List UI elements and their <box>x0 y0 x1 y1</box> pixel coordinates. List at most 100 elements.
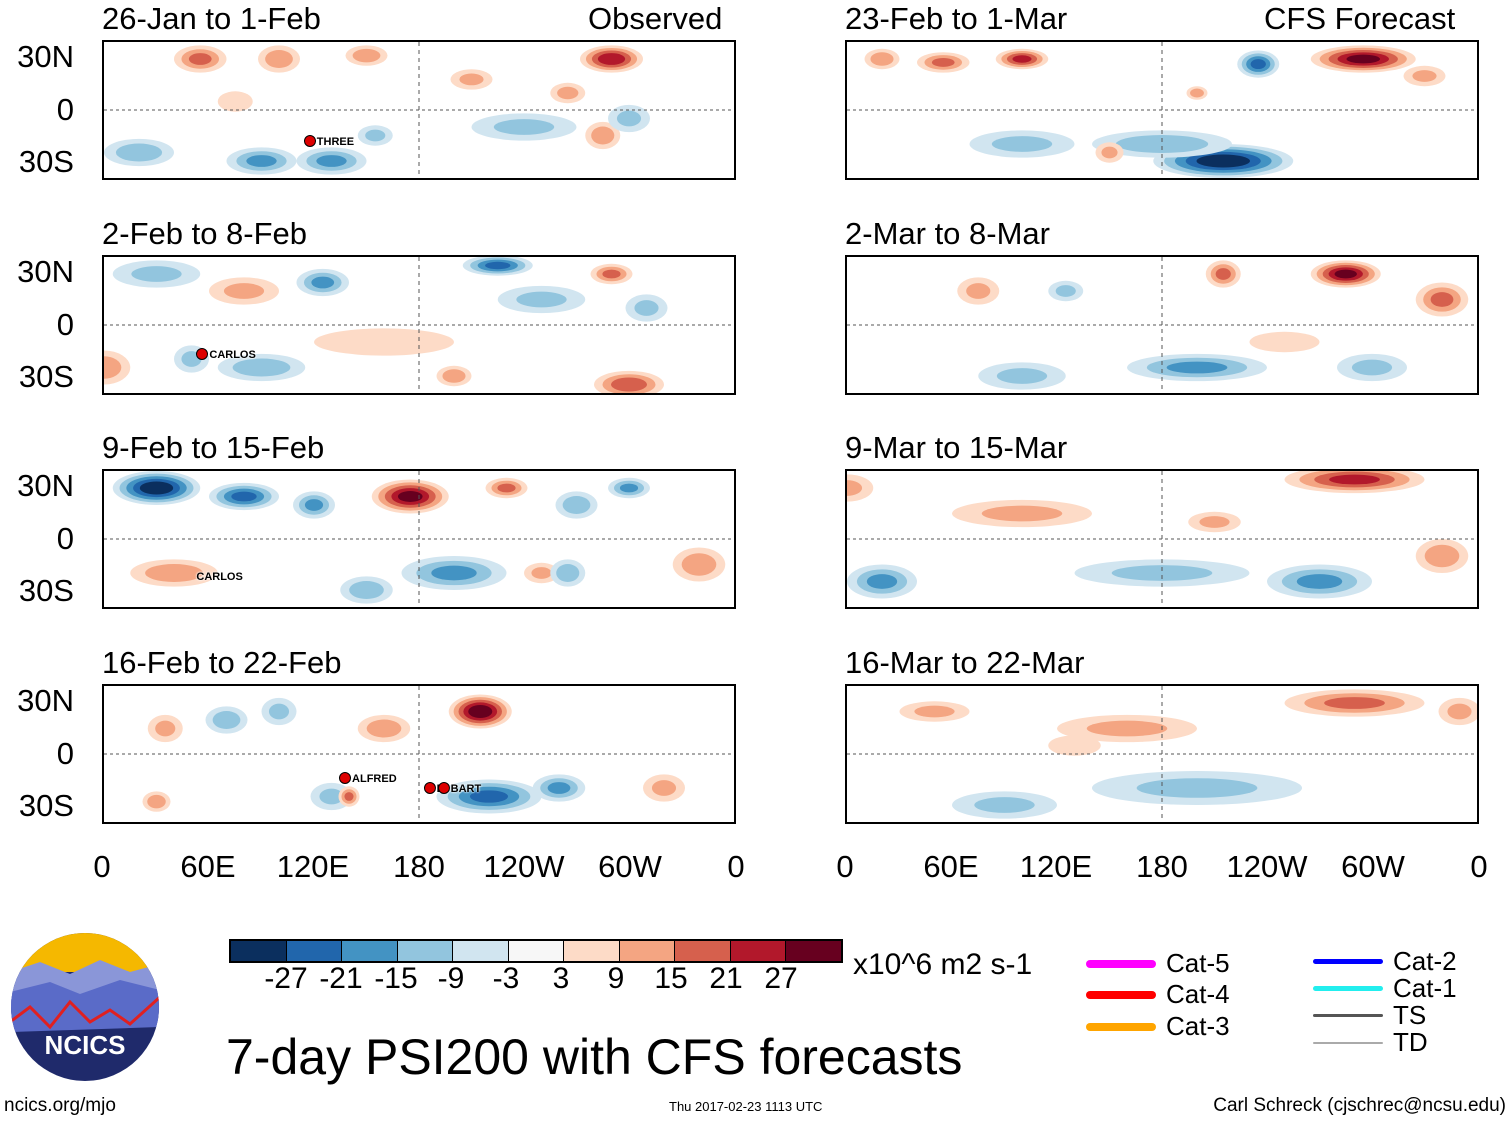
latitude-label: 0 <box>56 736 74 771</box>
colorbar-swatch <box>397 941 453 961</box>
longitude-label: 0 <box>93 849 111 884</box>
anomaly-contour <box>1430 292 1454 307</box>
anomaly-contour <box>616 110 642 127</box>
anomaly-contour <box>1424 544 1460 568</box>
colorbar-units: x10^6 m2 s-1 <box>853 948 1033 981</box>
panel-title: 9-Mar to 15-Mar <box>845 430 1068 465</box>
logo-text: NCICS <box>45 1030 126 1060</box>
anomaly-contour <box>1346 54 1381 64</box>
anomaly-contour <box>591 126 615 145</box>
colorbar-swatch <box>564 941 620 961</box>
anomaly-contour <box>212 711 241 729</box>
colorbar-swatch <box>453 941 509 961</box>
legend-label: Cat-3 <box>1166 1011 1230 1041</box>
cyclone-icon <box>303 134 316 147</box>
footer-timestamp: Thu 2017-02-23 1113 UTC <box>669 1099 823 1114</box>
anomaly-contour <box>319 788 344 805</box>
anomaly-contour <box>145 564 203 582</box>
anomaly-contour <box>188 53 212 65</box>
storm-name: CARLOS <box>196 570 243 583</box>
anomaly-contour <box>1296 574 1343 589</box>
anomaly-contour <box>1048 735 1101 756</box>
anomaly-contour <box>217 91 253 112</box>
anomaly-contour <box>1250 59 1266 70</box>
legend-line-icon <box>1086 990 1156 999</box>
anomaly-contour <box>602 269 621 279</box>
colorbar-tick-label: -27 <box>264 962 308 995</box>
anomaly-contour <box>914 705 955 718</box>
footer-url[interactable]: ncics.org/mjo <box>4 1095 116 1116</box>
anomaly-contour <box>1055 285 1076 297</box>
colorbar-swatch <box>508 941 564 961</box>
storm-name: BART <box>450 783 482 795</box>
storm-track-label: BART <box>437 782 482 795</box>
legend-item: Cat-2 <box>1313 946 1457 977</box>
longitude-label: 0 <box>1470 849 1488 884</box>
anomaly-contour <box>468 705 493 718</box>
anomaly-contour <box>996 368 1048 384</box>
latitude-label: 0 <box>56 92 74 127</box>
panel-title: 26-Jan to 1-Feb <box>102 1 321 36</box>
storm-name: CARLOS <box>209 348 256 361</box>
map-panel <box>102 469 736 609</box>
anomaly-contour <box>268 703 290 720</box>
anomaly-contour <box>1329 474 1380 485</box>
colorbar-tick-label: 3 <box>552 962 570 995</box>
panel-title: 9-Feb to 15-Feb <box>102 430 325 465</box>
colorbar-swatch <box>619 941 675 961</box>
anomaly-contour <box>547 782 571 794</box>
forecast-label: CFS Forecast <box>1264 1 1456 36</box>
anomaly-contour <box>139 481 174 495</box>
anomaly-contour <box>349 581 384 599</box>
legend-item: TD <box>1313 1027 1428 1058</box>
anomaly-contour <box>1351 359 1393 376</box>
anomaly-contour <box>870 52 894 66</box>
longitude-label: 0 <box>836 849 854 884</box>
anomaly-contour <box>246 155 277 167</box>
colorbar-swatch <box>231 941 287 961</box>
colorbar-tick-label: -3 <box>492 962 520 995</box>
latitude-label: 30S <box>18 788 74 823</box>
anomaly-contour <box>1012 55 1032 63</box>
storm-track-label: CARLOS <box>196 347 256 361</box>
panel-title: 16-Feb to 22-Feb <box>102 645 342 680</box>
legend-item: TS <box>1313 1000 1426 1031</box>
anomaly-contour <box>847 480 863 496</box>
anomaly-contour <box>1136 778 1258 798</box>
anomaly-contour <box>155 720 176 737</box>
longitude-label: 120E <box>276 849 350 884</box>
anomaly-contour <box>516 291 567 308</box>
colorbar-tick-label: -21 <box>319 962 363 995</box>
anomaly-contour <box>131 266 182 282</box>
longitude-label: 0 <box>727 849 745 884</box>
panel-title: 16-Mar to 22-Mar <box>845 645 1085 680</box>
latitude-label: 30N <box>17 468 74 503</box>
anomaly-contour <box>531 567 552 579</box>
anomaly-contour <box>344 792 354 801</box>
longitude-label: 180 <box>1136 849 1188 884</box>
anomaly-contour <box>634 300 659 316</box>
map-panel <box>102 40 736 180</box>
colorbar-swatch <box>342 941 398 961</box>
anomaly-contour <box>1324 697 1385 709</box>
anomaly-contour <box>442 369 466 383</box>
storm-name: ALFRED <box>352 772 397 785</box>
footer-author: Carl Schreck (cjschrec@ncsu.edu) <box>1213 1095 1506 1116</box>
anomaly-contour <box>304 499 324 511</box>
longitude-label: 60W <box>1341 849 1405 884</box>
colorbar-swatch <box>730 941 786 961</box>
colorbar-swatch <box>286 941 342 961</box>
legend-item: Cat-1 <box>1313 973 1457 1004</box>
observed-label: Observed <box>588 1 723 36</box>
longitude-label: 60E <box>180 849 236 884</box>
anomaly-contour <box>1190 88 1204 98</box>
legend-line-icon <box>1313 1014 1383 1017</box>
anomaly-contour <box>966 283 991 299</box>
anomaly-contour <box>485 261 511 270</box>
anomaly-contour <box>866 574 898 589</box>
anomaly-contour <box>562 496 591 514</box>
anomaly-contour <box>231 491 257 502</box>
map-panel <box>102 684 736 824</box>
anomaly-contour <box>366 719 402 738</box>
anomaly-contour <box>981 505 1063 522</box>
